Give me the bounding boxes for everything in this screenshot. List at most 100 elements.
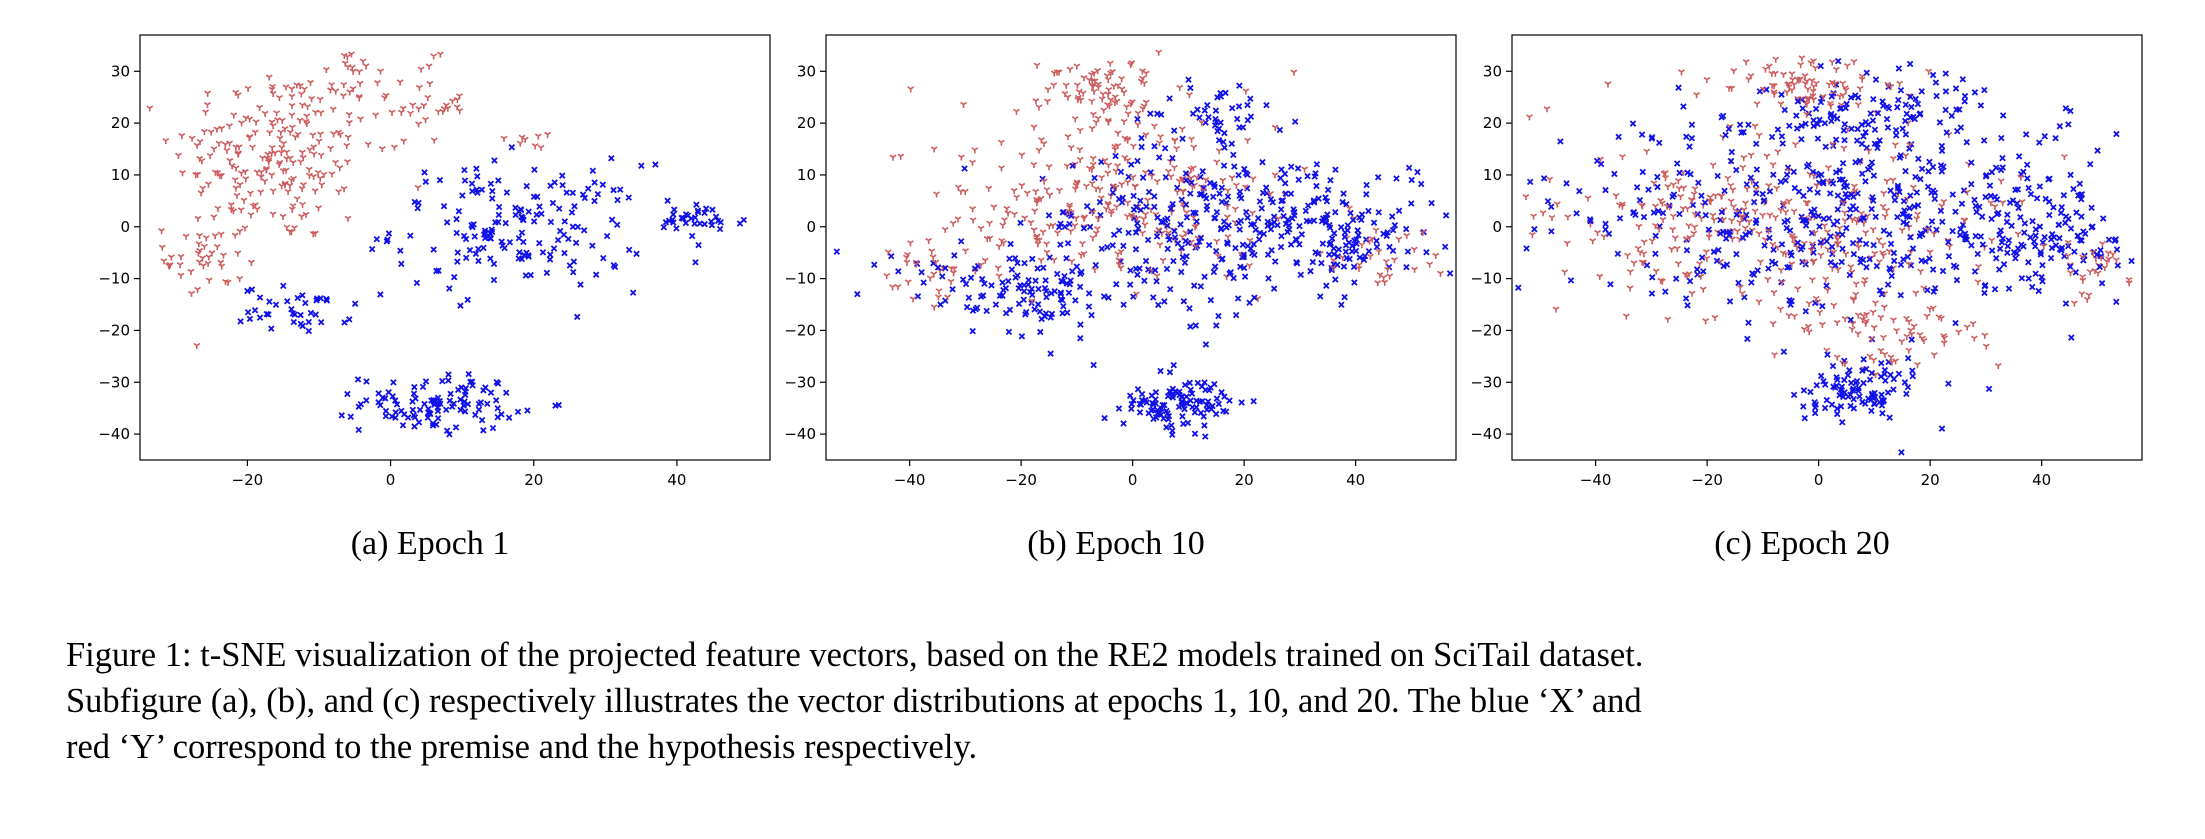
hypothesis-point	[315, 205, 322, 212]
premise-point	[1753, 217, 1760, 224]
y-tick-label: −10	[1470, 270, 1502, 288]
premise-point	[1310, 217, 1318, 224]
hypothesis-point	[357, 116, 365, 123]
hypothesis-point	[1053, 69, 1061, 76]
premise-point	[1676, 210, 1683, 218]
premise-point	[409, 398, 416, 405]
hypothesis-point	[1622, 313, 1630, 320]
premise-point	[457, 302, 464, 309]
premise-point	[1695, 179, 1702, 186]
premise-point	[688, 232, 696, 240]
hypothesis-point	[1808, 277, 1816, 284]
premise-point	[1638, 131, 1646, 138]
premise-point	[280, 282, 287, 290]
hypothesis-point	[305, 166, 313, 173]
hypothesis-point	[286, 155, 294, 162]
premise-point	[1999, 164, 2007, 171]
premise-point	[1992, 255, 2000, 262]
premise-point	[256, 294, 264, 301]
premise-point	[1239, 241, 1247, 248]
hypothesis-point	[2125, 280, 2133, 287]
hypothesis-point	[1548, 214, 1556, 221]
hypothesis-point	[279, 213, 287, 220]
hypothesis-point	[1115, 261, 1123, 268]
premise-point	[546, 256, 554, 263]
hypothesis-point	[238, 120, 245, 127]
premise-point	[1341, 229, 1349, 236]
premise-point	[1884, 281, 1892, 288]
premise-point	[1047, 350, 1054, 357]
premise-point	[1750, 198, 1758, 206]
hypothesis-point	[1780, 71, 1787, 78]
hypothesis-point	[382, 92, 390, 99]
premise-point	[1178, 268, 1185, 276]
premise-point	[1862, 129, 1869, 136]
premise-point	[1895, 65, 1903, 72]
premise-point	[1386, 243, 1393, 251]
premise-point	[482, 229, 489, 236]
premise-point	[1865, 121, 1872, 128]
hypothesis-point	[1703, 76, 1711, 84]
premise-point	[1876, 137, 1883, 144]
premise-point	[978, 275, 986, 283]
premise-point	[638, 162, 645, 169]
premise-point	[2012, 254, 2019, 262]
premise-point	[1856, 393, 1863, 400]
premise-point	[1824, 351, 1831, 358]
hypothesis-point	[288, 206, 296, 213]
hypothesis-point	[971, 147, 979, 154]
premise-point	[1072, 297, 1079, 304]
premise-point	[1101, 414, 1108, 422]
hypothesis-point	[193, 342, 201, 349]
hypothesis-point	[1191, 224, 1199, 231]
y-tick-label: 10	[1483, 166, 1502, 184]
premise-point	[1403, 263, 1410, 271]
premise-point	[1025, 276, 1032, 284]
hypothesis-point	[1906, 142, 1914, 149]
hypothesis-point	[251, 129, 259, 136]
hypothesis-point	[269, 211, 277, 218]
premise-point	[1820, 180, 1827, 187]
premise-point	[1906, 213, 1913, 221]
premise-point	[1185, 76, 1192, 83]
premise-point	[1391, 222, 1399, 229]
premise-point	[1956, 231, 1964, 239]
premise-point	[1981, 289, 1988, 297]
hypothesis-point	[907, 86, 915, 93]
premise-point	[2004, 242, 2012, 250]
hypothesis-point	[281, 180, 289, 187]
premise-point	[1752, 189, 1760, 197]
hypothesis-point	[1765, 63, 1773, 70]
premise-point	[1943, 129, 1950, 136]
hypothesis-point	[1124, 136, 1131, 143]
premise-point	[1262, 184, 1270, 191]
premise-point	[455, 208, 463, 215]
premise-point	[2093, 251, 2101, 258]
premise-point	[1141, 277, 1148, 285]
hypothesis-point	[1905, 347, 1913, 354]
premise-point	[1134, 157, 1141, 165]
premise-point	[1164, 222, 1171, 229]
subcaption-c: (c) Epoch 20	[1714, 525, 1890, 562]
hypothesis-point	[1156, 140, 1163, 147]
hypothesis-point	[1790, 208, 1798, 215]
hypothesis-point	[1728, 85, 1736, 92]
premise-point	[1104, 243, 1111, 251]
y-tick-label: 0	[806, 218, 816, 236]
x-tick-label: 0	[1814, 471, 1824, 489]
hypothesis-point	[1854, 312, 1862, 319]
premise-point	[1945, 252, 1953, 260]
hypothesis-point	[194, 215, 202, 222]
premise-point	[959, 276, 967, 283]
hypothesis-point	[1930, 230, 1938, 238]
premise-point	[1264, 218, 1271, 226]
hypothesis-point	[268, 172, 276, 179]
hypothesis-point	[1142, 70, 1150, 77]
hypothesis-point	[415, 84, 423, 91]
premise-point	[1236, 226, 1244, 233]
premise-point	[1819, 302, 1826, 310]
premise-point	[599, 181, 607, 188]
premise-point	[1238, 399, 1245, 406]
premise-point	[1676, 169, 1683, 177]
hypothesis-point	[234, 151, 242, 158]
